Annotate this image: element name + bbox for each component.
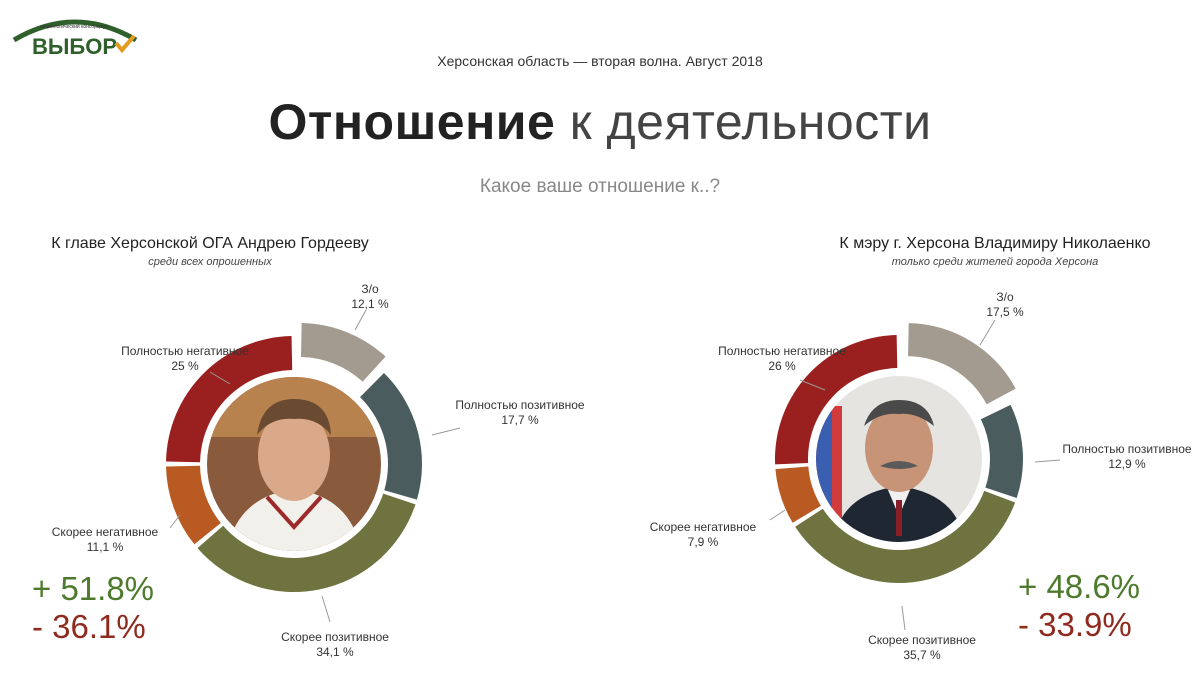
summary-positive: + 51.8% [32, 570, 155, 607]
slice-label-name: Скорее негативное [51, 525, 159, 539]
slice-label-name: Полностью негативное [718, 344, 846, 358]
page-subtitle: Херсонская область — вторая волна. Авгус… [437, 53, 763, 69]
slice-label-name: З/о [996, 290, 1014, 304]
donut-slice [360, 372, 422, 500]
survey-question: Какое ваше отношение к..? [479, 176, 721, 197]
slice-label: Скорее позитивное 35,7 % [852, 633, 992, 663]
slice-label-name: Скорее позитивное [281, 630, 389, 644]
slice-label: Полностью позитивное 17,7 % [450, 398, 590, 428]
page-title: Отношение к деятельности [0, 93, 1200, 151]
slice-label: З/о 12,1 % [330, 282, 410, 312]
summary-positive: + 48.6% [1018, 568, 1141, 605]
chart-title-governor: К главе Херсонской ОГА Андрею Гордееву [51, 235, 369, 252]
leader-line [1034, 459, 1061, 463]
slice-label-value: 25 % [171, 359, 199, 373]
donut-slice [908, 323, 1016, 405]
summary-mayor: + 48.6% - 33.9% [1018, 568, 1140, 644]
slice-label: Скорее позитивное 34,1 % [265, 630, 405, 660]
slice-label-name: З/о [361, 282, 379, 296]
slice-label: Полностью позитивное 12,9 % [1058, 442, 1196, 472]
leader-line [431, 427, 461, 436]
leader-line [799, 379, 826, 391]
logo-text: ВЫБОР [32, 34, 117, 59]
slice-label: Полностью негативное 26 % [707, 344, 857, 374]
leader-line [169, 514, 181, 529]
logo-graphic: социологический консорциум ВЫБОР [12, 19, 138, 59]
logo: социологический консорциум ВЫБОР [10, 10, 140, 62]
leader-line [354, 309, 367, 331]
summary-governor: + 51.8% - 36.1% [32, 570, 154, 646]
leader-line [901, 605, 906, 631]
chart-title-mayor: К мэру г. Херсона Владимиру Николаенко [839, 235, 1151, 252]
chart-subtitle-mayor: только среди жителей города Херсона [891, 256, 1099, 268]
slice-label-value: 17,7 % [501, 413, 539, 427]
leader-line [321, 595, 331, 623]
slice-label: Скорее негативное 11,1 % [40, 525, 170, 555]
logo-tagline: социологический консорциум [40, 23, 109, 30]
summary-negative: - 36.1% [32, 608, 146, 645]
title-bold: Отношение [268, 94, 556, 150]
slice-label-name: Полностью негативное [121, 344, 249, 358]
donut-slice [775, 466, 821, 523]
slice-label: Полностью негативное 25 % [110, 344, 260, 374]
slice-label-value: 12,1 % [351, 297, 389, 311]
slice-label-name: Скорее негативное [649, 520, 757, 534]
slice-label-value: 7,9 % [687, 535, 719, 549]
title-light: к деятельности [569, 94, 932, 150]
leader-line [769, 509, 786, 521]
chart-subtitle-governor: среди всех опрошенных [148, 256, 272, 268]
leader-line [209, 371, 231, 385]
donut-slice [775, 335, 898, 465]
donut-slice [197, 493, 416, 593]
slice-label-name: Скорее позитивное [868, 633, 976, 647]
leader-line [979, 319, 996, 346]
slice-label-value: 12,9 % [1108, 457, 1146, 471]
slice-label-value: 26 % [768, 359, 796, 373]
donut-slice [166, 336, 293, 463]
slice-label: З/о 17,5 % [965, 290, 1045, 320]
slice-label-name: Полностью позитивное [455, 398, 585, 412]
summary-negative: - 33.9% [1018, 606, 1132, 643]
slice-label-value: 35,7 % [903, 648, 941, 662]
donut-slice [300, 323, 386, 382]
slice-label-value: 34,1 % [316, 645, 354, 659]
donut-slice [166, 465, 221, 545]
donut-slice [980, 404, 1023, 499]
checkmark-icon [114, 34, 136, 54]
slice-label-value: 17,5 % [986, 305, 1024, 319]
slice-label-name: Полностью позитивное [1062, 442, 1192, 456]
slice-label-value: 11,1 % [86, 540, 124, 554]
donut-slice [795, 490, 1016, 583]
slice-label: Скорее негативное 7,9 % [638, 520, 768, 550]
